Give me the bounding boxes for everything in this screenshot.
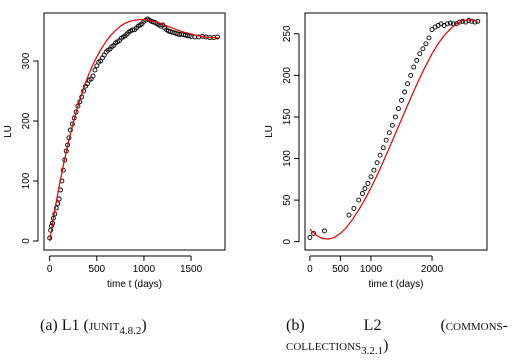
panel-l1-junit: 0 500 1000 1500 0 100 200 300 time t (days) LU [3, 12, 226, 290]
caption-l2: (b) L2 (commons- collections3.2.1) [286, 317, 508, 358]
panel-l2-commons-collections: 0 500 1000 2000 0 50 100 150 200 250 time t (days)… [264, 12, 488, 290]
x-tick-label: 1000 [133, 264, 156, 275]
x-tick-label: 1000 [360, 264, 383, 275]
data-point [351, 205, 357, 211]
caption-l1: (a) L1 (junit4.8.2) [40, 317, 147, 338]
data-point [56, 196, 62, 202]
x-tick-label: 500 [332, 264, 349, 275]
fit-curve [49, 19, 220, 242]
x-axis-label: time t (days) [107, 279, 162, 290]
data-point [383, 137, 389, 143]
data-point [426, 35, 432, 41]
x-tick-label: 500 [88, 264, 105, 275]
x-tick-label: 0 [47, 264, 53, 275]
data-point [371, 167, 377, 173]
y-tick-label: 200 [21, 112, 32, 129]
plot-frame [304, 12, 488, 251]
data-point [377, 152, 383, 158]
y-tick-label: 0 [282, 238, 293, 244]
data-point [53, 205, 59, 211]
data-point [408, 72, 414, 78]
data-point [429, 27, 435, 33]
data-point [346, 212, 352, 218]
x-axis-label: time t (days) [368, 279, 423, 290]
y-tick-label: 150 [282, 108, 293, 125]
y-tick-label: 100 [282, 150, 293, 167]
data-point [365, 181, 371, 186]
data-point [389, 122, 395, 128]
data-point [307, 235, 313, 240]
data-point [444, 21, 450, 27]
y-axis-label: LU [264, 125, 275, 138]
data-point [368, 174, 374, 180]
data-point [380, 145, 386, 151]
data-point [402, 89, 408, 95]
x-tick-label: 2000 [421, 264, 444, 275]
y-tick-label: 50 [282, 194, 293, 206]
data-point [374, 160, 380, 166]
data-point [392, 114, 398, 120]
data-point [362, 186, 368, 191]
y-axis-label: LU [3, 125, 14, 138]
y-tick-label: 0 [21, 238, 32, 244]
data-point [322, 228, 327, 234]
data-point [130, 27, 136, 33]
x-tick-label: 1500 [180, 264, 203, 275]
data-point [457, 19, 462, 25]
data-point [411, 64, 417, 70]
x-tick-label: 0 [307, 264, 313, 275]
y-tick-label: 250 [282, 25, 293, 42]
data-point [386, 130, 392, 136]
data-point [399, 97, 404, 103]
plot-frame [43, 12, 226, 251]
data-point [90, 73, 96, 79]
data-point [405, 81, 411, 87]
data-point [356, 197, 362, 203]
fit-curve [309, 19, 479, 240]
data-point [447, 20, 453, 26]
data-point [417, 51, 423, 57]
y-tick-label: 100 [21, 172, 32, 189]
data-point [94, 63, 100, 69]
data-point [92, 67, 98, 73]
y-tick-label: 200 [282, 67, 293, 84]
data-point [414, 57, 420, 63]
data-point [359, 191, 365, 196]
data-point [395, 106, 401, 112]
data-point [469, 18, 475, 24]
data-point [215, 34, 220, 40]
data-point [420, 46, 426, 52]
data-point [423, 41, 429, 47]
y-tick-label: 300 [21, 52, 32, 69]
data-point [311, 230, 317, 236]
